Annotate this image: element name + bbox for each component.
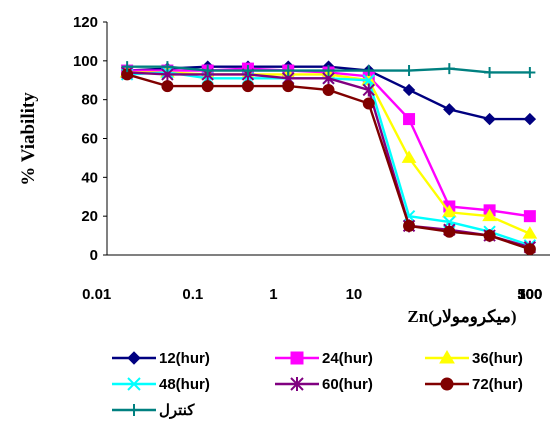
data-point xyxy=(524,66,536,78)
y-tick-label: 80 xyxy=(81,92,98,109)
legend-label: 60(hur) xyxy=(322,376,373,393)
data-point xyxy=(439,350,455,364)
legend-item: 12(hur) xyxy=(112,350,210,367)
legend-item: 48(hur) xyxy=(112,376,210,393)
y-tick-label: 60 xyxy=(81,131,98,148)
data-point xyxy=(441,204,457,218)
data-point xyxy=(523,243,536,256)
x-tick-label: 500 xyxy=(517,286,542,303)
legend-label: کنترل xyxy=(159,402,195,419)
y-tick-label: 0 xyxy=(90,247,98,264)
data-point xyxy=(443,225,456,238)
series-layer xyxy=(119,60,538,256)
data-point xyxy=(483,229,496,242)
data-point xyxy=(522,226,538,239)
data-point xyxy=(523,112,537,126)
data-point xyxy=(128,404,140,416)
data-point xyxy=(483,112,496,126)
data-point xyxy=(443,63,455,75)
data-point xyxy=(241,80,254,93)
legend-item: کنترل xyxy=(112,402,195,419)
series-line xyxy=(126,73,531,251)
y-tick-label: 100 xyxy=(73,53,98,70)
data-point xyxy=(402,83,416,97)
data-point xyxy=(403,65,415,77)
data-point xyxy=(523,210,536,223)
data-point xyxy=(121,61,133,73)
x-tick-label: 0.1 xyxy=(182,286,203,303)
data-point xyxy=(322,83,335,96)
legend-item: 60(hur) xyxy=(275,376,373,393)
x-tick-label: 300 xyxy=(517,286,542,303)
x-tick-label: 10 xyxy=(346,286,363,303)
data-point xyxy=(161,61,173,73)
legend-item: 36(hur) xyxy=(425,350,523,367)
data-point xyxy=(127,377,141,391)
legend-label: 24(hur) xyxy=(322,350,373,367)
series-line xyxy=(127,71,531,247)
legend-label: 12(hur) xyxy=(159,350,210,367)
legend-label: 48(hur) xyxy=(159,376,210,393)
data-point xyxy=(127,351,141,365)
legend-item: 24(hur) xyxy=(275,350,373,367)
data-point xyxy=(401,150,417,163)
data-point xyxy=(201,80,214,93)
data-point xyxy=(202,65,214,77)
data-point xyxy=(403,219,416,232)
data-point xyxy=(362,83,375,97)
data-point xyxy=(482,208,497,222)
y-tick-label: 120 xyxy=(73,14,98,31)
data-point xyxy=(484,66,496,78)
data-point xyxy=(282,80,295,93)
data-point xyxy=(282,65,294,77)
data-point xyxy=(362,97,375,110)
data-point xyxy=(403,113,416,126)
data-point xyxy=(290,351,304,365)
legend: 12(hur) 24(hur) 36(hur) 48(hur) 60(hur) 72(hu… xyxy=(112,350,523,419)
data-point xyxy=(242,65,254,77)
legend-label: 36(hur) xyxy=(472,350,523,367)
y-tick-label: 40 xyxy=(81,169,98,186)
data-point xyxy=(363,65,375,77)
data-point xyxy=(440,377,454,391)
series xyxy=(121,61,536,78)
x-tick-label: 100 xyxy=(517,286,542,303)
series xyxy=(121,68,536,256)
data-point xyxy=(290,377,304,391)
x-tick-label: 0.01 xyxy=(82,286,111,303)
data-point xyxy=(323,65,334,77)
data-point xyxy=(161,80,174,93)
data-point xyxy=(443,103,456,116)
x-tick-label: 1 xyxy=(269,286,277,303)
legend-item: 72(hur) xyxy=(425,376,523,393)
y-axis-label: % Viability xyxy=(18,92,39,186)
legend-label: 72(hur) xyxy=(472,376,523,393)
x-axis-label: Zn(میکرومولار) xyxy=(407,307,516,327)
series-line xyxy=(127,71,531,249)
chart-axes xyxy=(103,21,550,256)
data-point xyxy=(362,74,375,87)
y-tick-label: 20 xyxy=(81,208,98,225)
